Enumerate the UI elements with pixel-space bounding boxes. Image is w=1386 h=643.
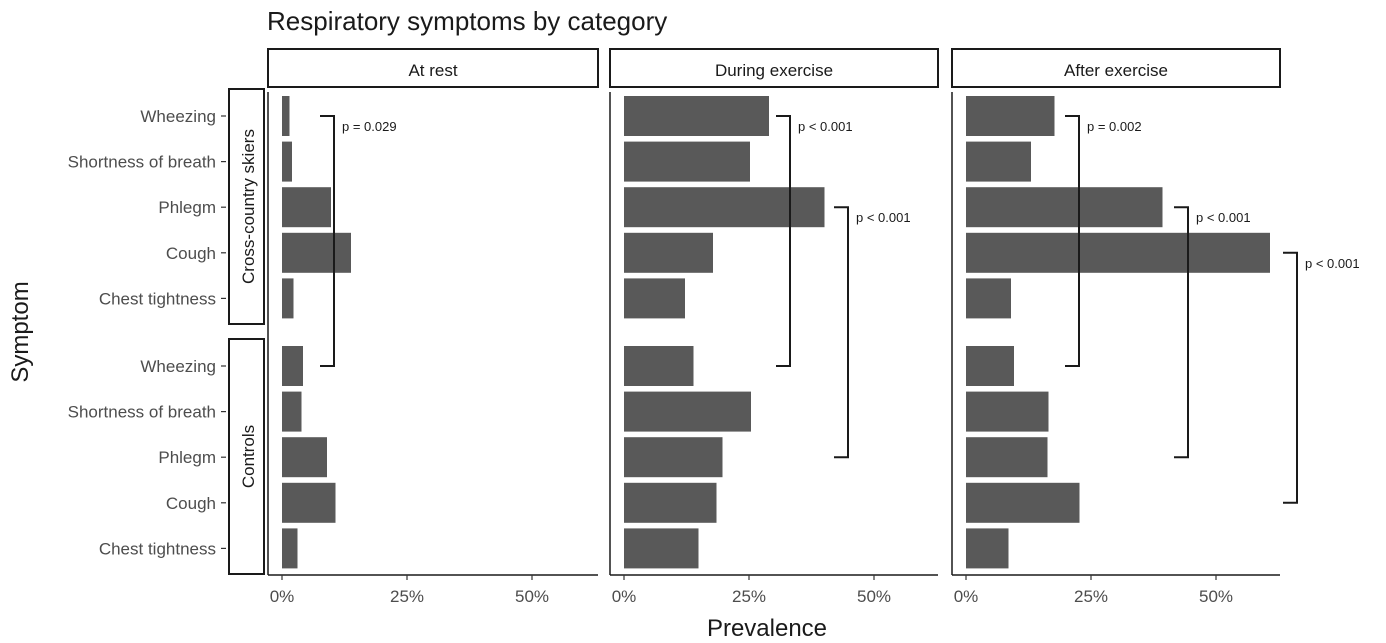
group-strip-controls xyxy=(228,338,265,575)
bar-after-exercise-cross-country-skiers-shortness-of-breath xyxy=(966,141,1031,182)
y-tick-label-controls-shortness-of-breath: Shortness of breath xyxy=(68,403,216,422)
facet-label-after-exercise: After exercise xyxy=(1064,61,1168,80)
p-value-label-at-rest-1: p = 0.029 xyxy=(342,119,397,134)
facet-label-during-exercise: During exercise xyxy=(715,61,833,80)
bar-after-exercise-cross-country-skiers-chest-tightness xyxy=(966,278,1011,319)
bar-at-rest-cross-country-skiers-phlegm xyxy=(282,187,331,228)
p-value-label-after-exercise-3: p < 0.001 xyxy=(1305,256,1360,271)
significance-bracket-during-exercise-2: p < 0.001 xyxy=(834,206,911,459)
group-strip-label-controls: Controls xyxy=(239,425,258,488)
bracket-line-after-exercise-1 xyxy=(1065,115,1080,367)
bar-during-exercise-controls-phlegm xyxy=(624,437,723,478)
bar-at-rest-cross-country-skiers-wheezing xyxy=(282,96,290,136)
bar-at-rest-controls-cough xyxy=(282,482,336,523)
bar-after-exercise-controls-wheezing xyxy=(966,346,1014,386)
plot-area: Wheezing Shortness of breath Phlegm Cough Ch… xyxy=(68,48,1360,606)
x-tick-label-at-rest-0: 0% xyxy=(270,587,295,606)
bar-after-exercise-controls-cough xyxy=(966,482,1080,523)
bar-during-exercise-controls-shortness-of-breath xyxy=(624,391,751,432)
x-tick-label-at-rest-2: 50% xyxy=(515,587,549,606)
p-value-label-after-exercise-2: p < 0.001 xyxy=(1196,210,1251,225)
p-value-label-after-exercise-1: p = 0.002 xyxy=(1087,119,1142,134)
bar-at-rest-controls-phlegm xyxy=(282,437,327,478)
x-axis-title: Prevalence xyxy=(707,615,827,642)
y-tick-label-cross-country-skiers-shortness-of-breath: Shortness of breath xyxy=(68,153,216,172)
bar-after-exercise-controls-shortness-of-breath xyxy=(966,391,1049,432)
facet-strip-after-exercise xyxy=(951,48,1281,88)
y-tick-label-controls-cough: Cough xyxy=(166,494,216,513)
bar-during-exercise-cross-country-skiers-wheezing xyxy=(624,96,769,136)
x-tick-label-after-exercise-0: 0% xyxy=(954,587,979,606)
bracket-line-during-exercise-2 xyxy=(834,206,849,459)
y-tick-label-cross-country-skiers-wheezing: Wheezing xyxy=(140,107,216,126)
group-strip-label-cross-country-skiers: Cross-country skiers xyxy=(239,129,258,284)
facet-strip-during-exercise xyxy=(609,48,939,88)
significance-bracket-after-exercise-3: p < 0.001 xyxy=(1283,251,1360,504)
y-tick-label-cross-country-skiers-chest-tightness: Chest tightness xyxy=(99,289,216,308)
chart-title: Respiratory symptoms by category xyxy=(267,6,667,36)
bracket-line-after-exercise-3 xyxy=(1283,251,1298,504)
y-tick-label-controls-chest-tightness: Chest tightness xyxy=(99,539,216,558)
bar-at-rest-cross-country-skiers-chest-tightness xyxy=(282,278,294,319)
y-axis-title: Symptom xyxy=(7,281,34,382)
bar-after-exercise-cross-country-skiers-cough xyxy=(966,232,1270,273)
significance-bracket-after-exercise-1: p = 0.002 xyxy=(1065,115,1142,367)
bar-during-exercise-cross-country-skiers-phlegm xyxy=(624,187,825,228)
x-tick-label-during-exercise-2: 50% xyxy=(857,587,891,606)
bar-after-exercise-controls-chest-tightness xyxy=(966,528,1009,569)
bracket-line-after-exercise-2 xyxy=(1174,206,1189,459)
bar-after-exercise-controls-phlegm xyxy=(966,437,1048,478)
bar-at-rest-controls-wheezing xyxy=(282,346,303,386)
x-tick-label-during-exercise-0: 0% xyxy=(612,587,637,606)
bar-at-rest-cross-country-skiers-cough xyxy=(282,232,351,273)
bar-during-exercise-controls-wheezing xyxy=(624,346,694,386)
bracket-line-at-rest-1 xyxy=(320,115,335,367)
y-tick-label-controls-wheezing: Wheezing xyxy=(140,357,216,376)
x-tick-label-at-rest-1: 25% xyxy=(390,587,424,606)
bar-after-exercise-cross-country-skiers-wheezing xyxy=(966,96,1055,136)
bracket-line-during-exercise-1 xyxy=(776,115,791,367)
y-tick-label-cross-country-skiers-cough: Cough xyxy=(166,244,216,263)
significance-bracket-at-rest-1: p = 0.029 xyxy=(320,115,397,367)
bar-during-exercise-cross-country-skiers-shortness-of-breath xyxy=(624,141,750,182)
bar-at-rest-controls-chest-tightness xyxy=(282,528,298,569)
facet-label-at-rest: At rest xyxy=(408,61,457,80)
x-tick-label-after-exercise-2: 50% xyxy=(1199,587,1233,606)
bar-at-rest-cross-country-skiers-shortness-of-breath xyxy=(282,141,292,182)
group-strip-cross-country-skiers xyxy=(228,88,265,325)
significance-bracket-after-exercise-2: p < 0.001 xyxy=(1174,206,1251,459)
x-tick-label-during-exercise-1: 25% xyxy=(732,587,766,606)
significance-bracket-during-exercise-1: p < 0.001 xyxy=(776,115,853,367)
facet-strip-at-rest xyxy=(267,48,599,88)
bar-during-exercise-cross-country-skiers-cough xyxy=(624,232,713,273)
p-value-label-during-exercise-1: p < 0.001 xyxy=(798,119,853,134)
bar-during-exercise-cross-country-skiers-chest-tightness xyxy=(624,278,685,319)
p-value-label-during-exercise-2: p < 0.001 xyxy=(856,210,911,225)
bar-during-exercise-controls-chest-tightness xyxy=(624,528,699,569)
x-tick-label-after-exercise-1: 25% xyxy=(1074,587,1108,606)
bar-during-exercise-controls-cough xyxy=(624,482,717,523)
bar-at-rest-controls-shortness-of-breath xyxy=(282,391,302,432)
y-tick-label-controls-phlegm: Phlegm xyxy=(158,448,216,467)
bar-after-exercise-cross-country-skiers-phlegm xyxy=(966,187,1163,228)
y-tick-label-cross-country-skiers-phlegm: Phlegm xyxy=(158,198,216,217)
